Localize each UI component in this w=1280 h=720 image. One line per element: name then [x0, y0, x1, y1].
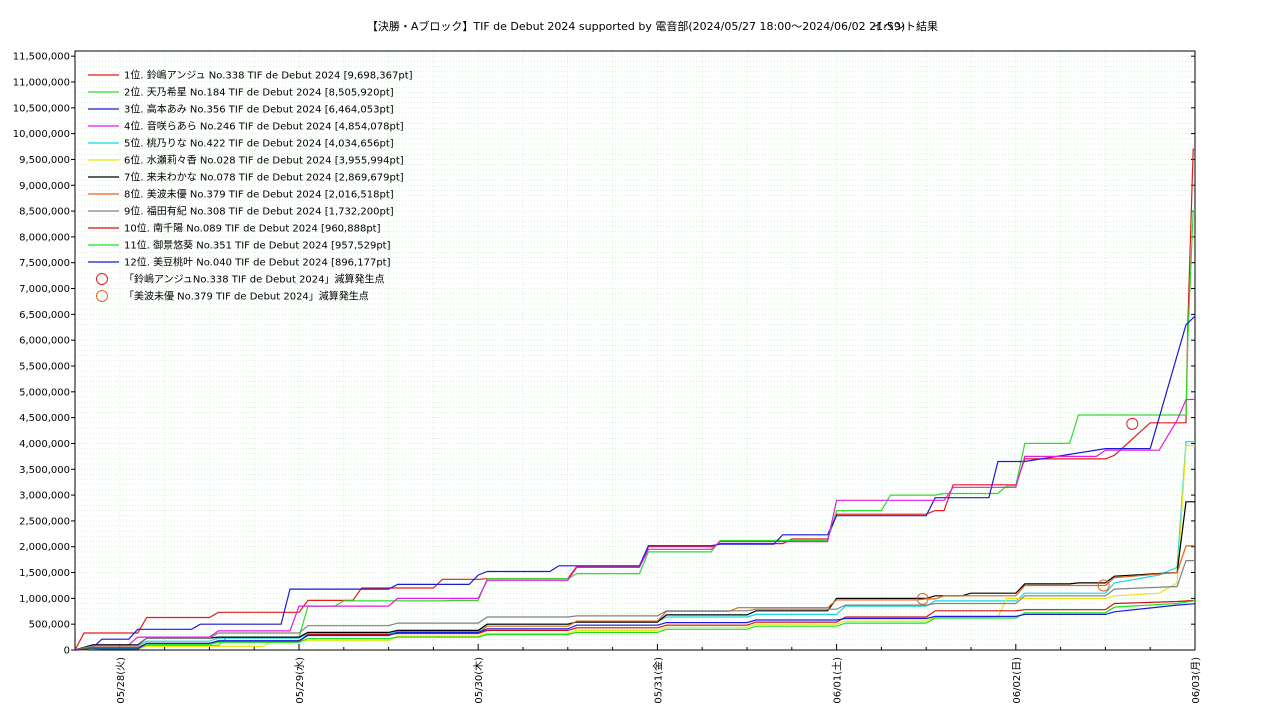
- y-tick-label: 1,500,000: [19, 568, 70, 579]
- legend-label: 7位. 来未わかな No.078 TIF de Debut 2024 [2,86…: [124, 171, 404, 184]
- y-tick-label: 6,000,000: [19, 336, 70, 347]
- y-tick-label: 7,000,000: [19, 284, 70, 295]
- y-tick-label: 8,500,000: [19, 207, 70, 218]
- y-axis: 0 500,000 1,000,000 1,500,000 2,000,000 2,500…: [13, 52, 1195, 657]
- x-tick-label: 05/30(木): [473, 657, 485, 704]
- y-tick-label: 11,500,000: [13, 52, 70, 63]
- marker-point-2: [1097, 579, 1110, 592]
- x-tick-label: 06/02(日): [1012, 657, 1023, 704]
- legend-label: 6位. 水瀬莉々香 No.028 TIF de Debut 2024 [3,95…: [124, 154, 404, 167]
- marker-point-2: [916, 592, 929, 605]
- y-tick-label: 11,000,000: [13, 77, 70, 88]
- y-tick-label: 7,500,000: [19, 258, 70, 269]
- x-tick-label: 05/31(金): [651, 657, 664, 704]
- y-tick-label: 0: [64, 646, 70, 657]
- y-tick-label: 2,500,000: [19, 516, 70, 527]
- series-line-9: [74, 559, 1195, 651]
- plot-frame: [74, 50, 1196, 651]
- legend-label: 「美波未優 No.379 TIF de Debut 2024」減算発生点: [124, 290, 369, 303]
- legend-label: 4位. 音咲らあら No.246 TIF de Debut 2024 [4,85…: [124, 120, 404, 133]
- legend-label: 11位. 御景悠葵 No.351 TIF de Debut 2024 [957,…: [124, 239, 391, 252]
- series-line-6: [74, 445, 1195, 651]
- y-tick-label: 1,000,000: [19, 594, 70, 605]
- series-line-1: [74, 148, 1195, 651]
- series-line-3: [74, 315, 1196, 651]
- y-tick-label: 10,000,000: [13, 129, 70, 140]
- grid: [74, 50, 1196, 651]
- legend-label: 1位. 鈴嶋アンジュ No.338 TIF de Debut 2024 [9,6…: [124, 69, 413, 82]
- marker-point-1: [1126, 417, 1139, 430]
- series-group: [74, 148, 1196, 651]
- chart-title: 【決勝・Aブロック】TIF de Debut 2024 supported by…: [367, 19, 905, 33]
- x-tick-label: 06/01(土): [831, 657, 844, 704]
- series-line-5: [74, 441, 1195, 651]
- legend-label: 「鈴嶋アンジュNo.338 TIF de Debut 2024」減算発生点: [124, 273, 385, 286]
- legend-marker: [96, 273, 108, 285]
- series-line-4: [74, 398, 1196, 651]
- y-tick-label: 3,000,000: [19, 491, 70, 502]
- y-tick-label: 9,000,000: [19, 181, 70, 192]
- y-tick-label: 9,500,000: [19, 155, 70, 166]
- x-tick-label: 05/28(火): [115, 657, 127, 704]
- y-tick-label: 10,500,000: [13, 103, 70, 114]
- y-tick-label: 8,000,000: [19, 232, 70, 243]
- legend-label: 8位. 美波未優 No.379 TIF de Debut 2024 [2,016…: [124, 188, 394, 201]
- x-tick-label: 06/03(月): [1190, 657, 1202, 704]
- legend: 1位. 鈴嶋アンジュ No.338 TIF de Debut 2024 [9,6…: [88, 69, 413, 303]
- y-tick-label: 6,500,000: [19, 310, 70, 321]
- legend-label: 10位. 南千陽 No.089 TIF de Debut 2024 [960,8…: [124, 222, 381, 235]
- y-tick-label: 5,000,000: [19, 387, 70, 398]
- y-tick-label: 4,000,000: [19, 439, 70, 450]
- series-line-12: [74, 603, 1196, 651]
- y-tick-label: 4,500,000: [19, 413, 70, 424]
- y-tick-label: 500,000: [29, 620, 70, 631]
- legend-label: 3位. 高本あみ No.356 TIF de Debut 2024 [6,464…: [124, 103, 394, 116]
- markers-group: [916, 417, 1139, 605]
- legend-label: 2位. 天乃希星 No.184 TIF de Debut 2024 [8,505…: [124, 86, 394, 99]
- series-line-7: [74, 501, 1195, 651]
- legend-label: 9位. 福田有紀 No.308 TIF de Debut 2024 [1,732…: [124, 205, 394, 218]
- y-tick-label: 5,500,000: [19, 361, 70, 372]
- legend-marker: [96, 290, 108, 302]
- legend-label: 12位. 美豆桃叶 No.040 TIF de Debut 2024 [896,…: [124, 256, 391, 269]
- legend-label: 5位. 桃乃りな No.422 TIF de Debut 2024 [4,034…: [124, 137, 394, 150]
- x-tick-label: 05/29(水): [294, 657, 306, 704]
- y-tick-label: 3,500,000: [19, 465, 70, 476]
- y-tick-label: 2,000,000: [19, 542, 70, 553]
- x-axis: 05/28(火) 05/29(水) 05/30(木) 05/31(金) 06/01(土)…: [74, 644, 1202, 704]
- chart-subtitle: イベント結果: [872, 19, 938, 33]
